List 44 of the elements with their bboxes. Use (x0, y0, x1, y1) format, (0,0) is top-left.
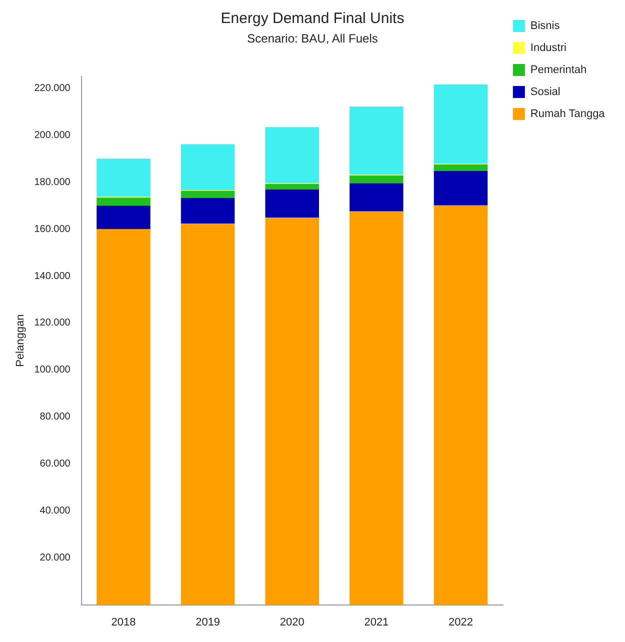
legend-label: Bisnis (530, 20, 560, 32)
bar (350, 183, 404, 212)
bar (180, 144, 235, 190)
y-axis-title: Pelanggan (14, 314, 27, 367)
y-tick-label: 220.000 (34, 82, 71, 94)
bar (434, 164, 488, 172)
bar (96, 206, 150, 230)
bar (180, 190, 235, 198)
y-tick-label: 140.000 (34, 270, 71, 282)
x-tick-label: 2018 (111, 616, 136, 628)
y-tick-label: 60.000 (40, 458, 71, 470)
legend-label: Pemerintah (530, 64, 587, 76)
bar (265, 189, 319, 218)
bar (96, 198, 150, 206)
y-tick-label: 160.000 (34, 224, 71, 235)
bar (180, 198, 235, 224)
bar (265, 127, 319, 184)
bar (96, 158, 150, 197)
legend-label: Industri (530, 42, 566, 54)
bar (350, 211, 404, 605)
bar (350, 106, 404, 175)
bar (265, 184, 319, 190)
legend-label: Rumah Tangga (530, 108, 606, 120)
y-tick-label: 100.000 (34, 364, 71, 376)
y-tick-label: 20.000 (40, 552, 71, 564)
chart-title: Energy Demand Final Units (220, 10, 404, 28)
y-tick-label: 180.000 (34, 176, 71, 188)
bar (434, 84, 488, 164)
bar (265, 218, 319, 605)
bar (350, 176, 404, 184)
x-tick-label: 2021 (364, 616, 389, 628)
y-tick-label: 40.000 (40, 506, 71, 517)
chart-subtitle: Scenario: BAU, All Fuels (247, 32, 378, 46)
bar (180, 224, 235, 605)
x-tick-label: 2022 (448, 616, 473, 628)
y-tick-label: 200.000 (34, 130, 71, 141)
y-tick-label: 80.000 (40, 412, 71, 423)
y-tick-label: 120.000 (34, 318, 71, 329)
bar (96, 229, 150, 605)
x-tick-label: 2020 (280, 616, 304, 628)
legend-label: Sosial (530, 86, 560, 98)
bar (434, 171, 488, 206)
bar (434, 205, 488, 605)
x-tick-label: 2019 (196, 616, 220, 628)
